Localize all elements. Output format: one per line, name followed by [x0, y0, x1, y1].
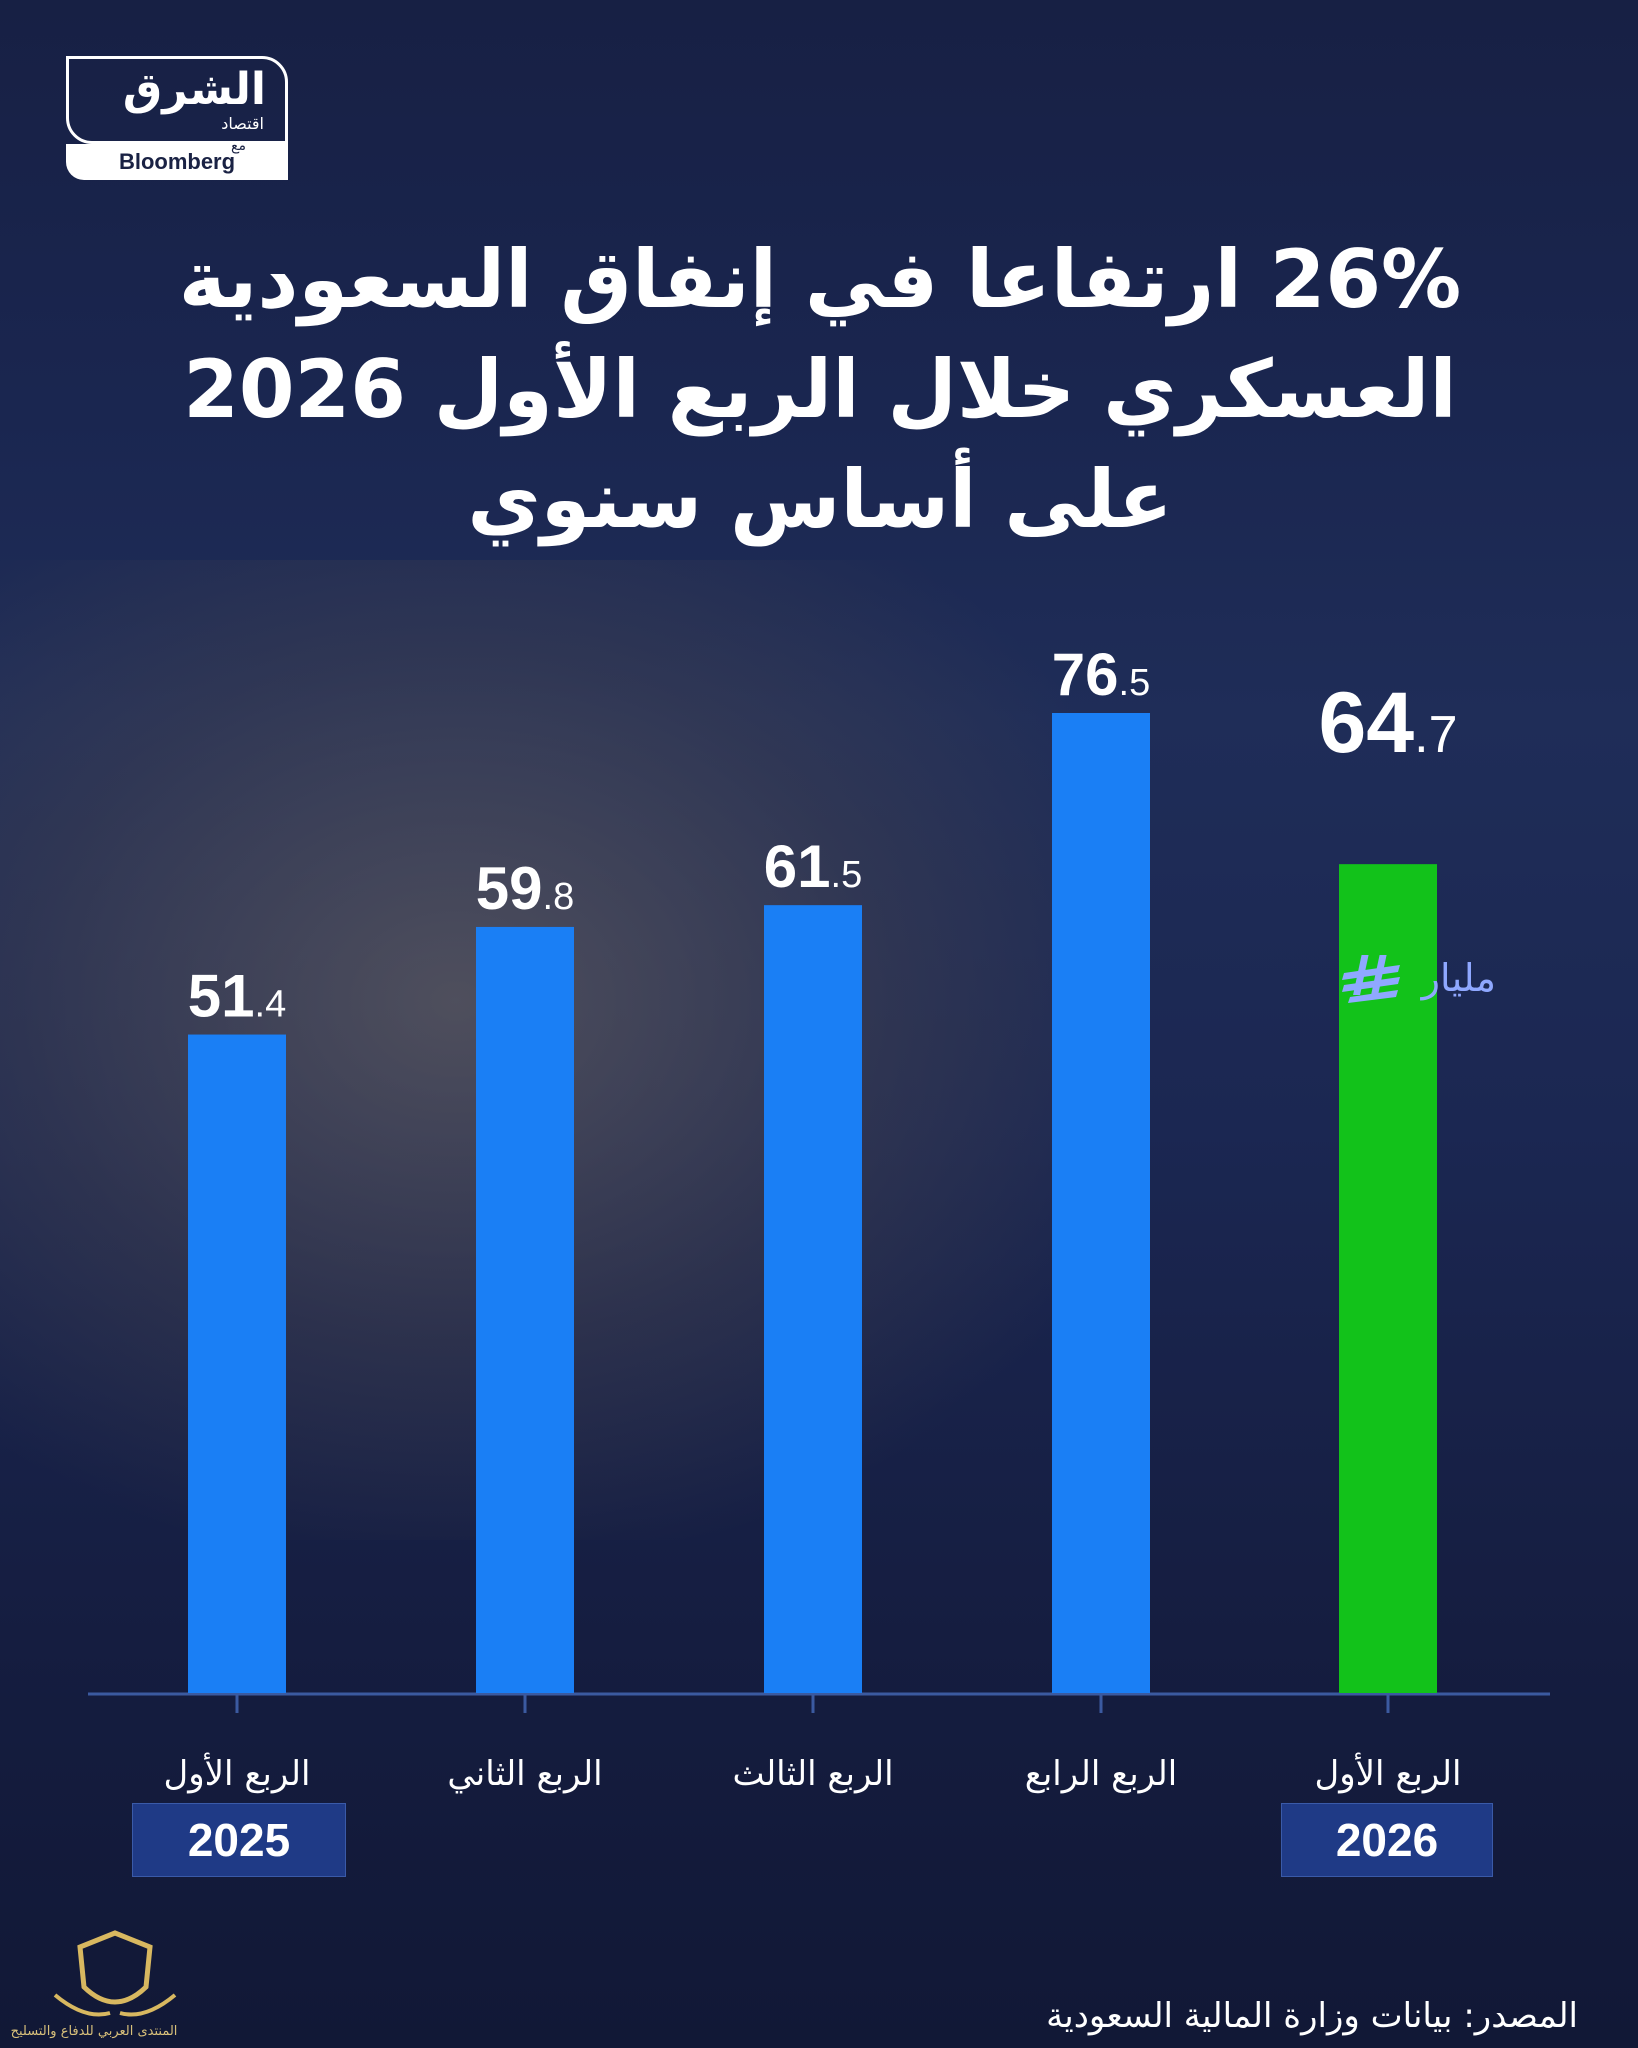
headline: 26% ارتفاعا في إنفاق السعودية العسكري خل…: [120, 225, 1520, 555]
bar-0: [188, 1034, 286, 1693]
category-label-4: الربع الأول: [1315, 1752, 1462, 1794]
watermark-text: المنتدى العربي للدفاع والتسليح: [10, 2024, 178, 2039]
value-label-1: 59.8: [476, 855, 574, 922]
bar-2: [764, 905, 862, 1693]
logo-with-text: مع: [231, 138, 246, 154]
logo-main-text: الشرق: [122, 64, 266, 115]
headline-line-2: العسكري خلال الربع الأول 2026: [183, 343, 1457, 436]
unit-text: مليار: [1421, 956, 1496, 1000]
bar-1: [476, 926, 574, 1693]
logo-frame: [66, 56, 288, 144]
unit-label: مليار: [1286, 948, 1496, 1008]
bar-3: [1052, 713, 1150, 1693]
category-label-1: الربع الثاني: [447, 1754, 602, 1794]
headline-line-3: على أساس سنوي: [467, 453, 1173, 546]
category-label-2: الربع الثالث: [732, 1754, 893, 1794]
asharq-bloomberg-logo: الشرق اقتصاد Bloomberg مع: [66, 56, 288, 180]
source-note: المصدر: بيانات وزارة المالية السعودية: [1046, 1996, 1578, 2036]
category-label-3: الربع الرابع: [1025, 1754, 1178, 1794]
value-label-2: 61.5: [764, 833, 862, 900]
value-label-0: 51.4: [188, 963, 286, 1030]
value-label-4: 64.7: [1318, 675, 1457, 771]
bar-4: [1339, 864, 1437, 1693]
year-badge-2025: 2025: [132, 1803, 346, 1877]
category-label-0: الربع الأول: [164, 1752, 311, 1794]
saudi-riyal-icon: [1341, 955, 1400, 1003]
year-badge-2026: 2026: [1281, 1803, 1493, 1877]
value-label-3: 76.5: [1052, 641, 1150, 708]
forum-shield-icon: [53, 1930, 177, 2017]
logo-partner: Bloomberg: [66, 144, 288, 180]
logo-sub-text: اقتصاد: [221, 114, 264, 133]
headline-line-1: 26% ارتفاعا في إنفاق السعودية: [178, 233, 1462, 326]
